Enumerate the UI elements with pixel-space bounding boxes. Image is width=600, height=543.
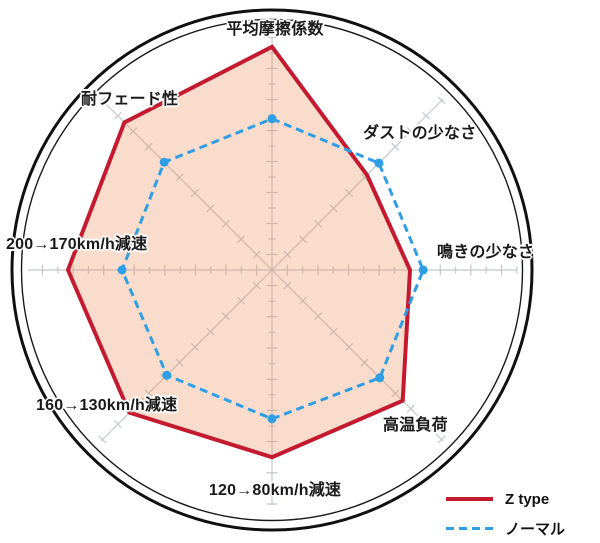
blue-dashed-line-icon <box>446 526 493 530</box>
axis-label-average-friction: 平均摩擦係数 <box>226 21 324 38</box>
chart-legend: Z type ノーマル <box>446 490 565 543</box>
legend-label-ztype: Z type <box>505 490 550 508</box>
red-solid-line-icon <box>446 497 493 501</box>
legend-item-ztype: Z type <box>446 490 565 508</box>
axis-label-decel-120-80: 120→80km/h減速 <box>208 482 342 499</box>
axis-label-decel-200-170: 200→170km/h減速 <box>6 236 148 253</box>
legend-label-normal: ノーマル <box>505 520 566 538</box>
axis-label-low-squeal: 鳴きの少なさ <box>437 244 535 261</box>
legend-item-normal: ノーマル <box>446 519 566 538</box>
axis-label-high-temp-load: 高温負荷 <box>383 417 448 434</box>
axis-label-fade-resistance: 耐フェード性 <box>81 91 179 108</box>
axis-label-low-dust: ダストの少なさ <box>363 125 477 142</box>
axis-label-decel-160-130: 160→130km/h減速 <box>36 397 178 414</box>
